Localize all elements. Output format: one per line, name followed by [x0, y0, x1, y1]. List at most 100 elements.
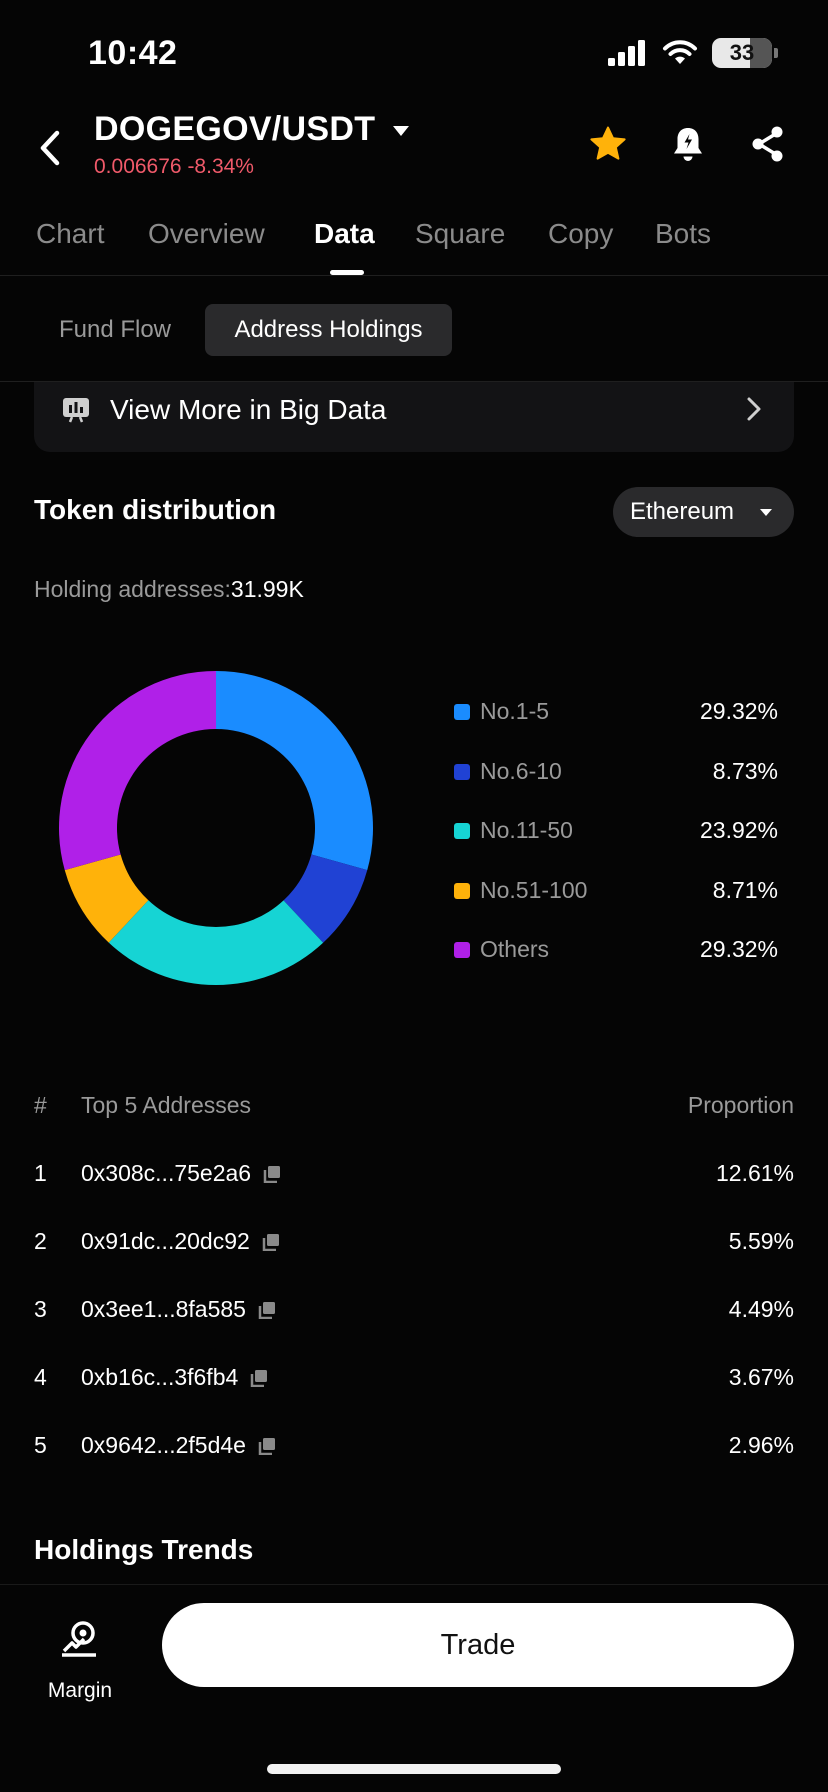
- table-row: 2 0x91dc...20dc92 5.59%: [34, 1228, 794, 1268]
- header-actions: [588, 124, 788, 164]
- price-alert-button[interactable]: [668, 124, 708, 164]
- copy-icon[interactable]: [258, 1437, 276, 1455]
- row-proportion: 2.96%: [728, 1432, 794, 1458]
- legend-item: No.51-100 8.71%: [454, 873, 778, 933]
- big-data-link[interactable]: View More in Big Data: [34, 382, 794, 452]
- tab-copy[interactable]: Copy: [548, 218, 614, 249]
- distribution-legend: No.1-5 29.32% No.6-10 8.73% No.11-50 23.92% No…: [454, 694, 778, 992]
- distribution-donut-chart: [58, 671, 373, 985]
- status-icons: 33: [608, 38, 778, 68]
- legend-swatch: [454, 942, 470, 958]
- price-row: 0.006676 -8.34%: [94, 155, 409, 179]
- col-address-header: Top 5 Addresses: [81, 1092, 252, 1118]
- row-proportion: 5.59%: [728, 1228, 794, 1254]
- legend-label: No.6-10: [480, 757, 562, 784]
- holding-addresses-value: 31.99K: [230, 576, 304, 602]
- caret-down-icon: [760, 509, 772, 516]
- battery-icon: 33: [712, 38, 778, 68]
- holding-addresses-label: Holding addresses:: [34, 576, 231, 602]
- chain-select[interactable]: Ethereum: [613, 487, 794, 537]
- row-rank: 3: [34, 1296, 47, 1322]
- row-rank: 1: [34, 1160, 47, 1186]
- tab-square[interactable]: Square: [415, 218, 506, 249]
- legend-swatch: [454, 882, 470, 899]
- data-board-icon: [63, 398, 89, 423]
- status-bar: 10:42 33: [0, 0, 828, 100]
- favorite-button[interactable]: [588, 124, 628, 164]
- row-address: 0x9642...2f5d4e: [81, 1432, 246, 1458]
- legend-value: 23.92%: [699, 817, 778, 843]
- chevron-left-icon: [40, 130, 60, 166]
- wifi-icon: [663, 40, 697, 64]
- addresses-table-header: # Top 5 Addresses Proportion: [34, 1092, 794, 1122]
- legend-value: 29.32%: [699, 936, 778, 962]
- table-row: 3 0x3ee1...8fa585 4.49%: [34, 1296, 794, 1336]
- share-icon: [752, 126, 783, 162]
- row-rank: 4: [34, 1364, 47, 1390]
- pair-selector[interactable]: DOGEGOV/USDT 0.006676 -8.34%: [94, 110, 410, 179]
- col-proportion-header: Proportion: [687, 1092, 794, 1118]
- row-proportion: 4.49%: [728, 1296, 794, 1322]
- row-address: 0x3ee1...8fa585: [81, 1296, 246, 1322]
- back-button[interactable]: [30, 126, 70, 170]
- copy-icon[interactable]: [258, 1301, 276, 1319]
- subtab-address-holdings[interactable]: Address Holdings: [205, 304, 452, 356]
- holdings-trends-title: Holdings Trends: [34, 1534, 254, 1565]
- trade-button[interactable]: Trade: [162, 1603, 794, 1687]
- row-rank: 2: [34, 1228, 47, 1254]
- row-proportion: 3.67%: [728, 1364, 794, 1390]
- header: DOGEGOV/USDT 0.006676 -8.34%: [0, 100, 828, 200]
- copy-icon[interactable]: [250, 1369, 268, 1387]
- copy-icon[interactable]: [262, 1233, 280, 1251]
- tab-chart[interactable]: Chart: [36, 218, 105, 249]
- legend-value: 29.32%: [699, 698, 778, 724]
- donut-slice-5: [58, 671, 217, 871]
- legend-item: No.1-5 29.32%: [454, 694, 778, 754]
- tab-bots[interactable]: Bots: [655, 218, 712, 249]
- table-row: 1 0x308c...75e2a6 12.61%: [34, 1160, 794, 1200]
- holding-addresses: Holding addresses:31.99K: [34, 576, 304, 603]
- legend-swatch: [454, 823, 470, 839]
- copy-icon[interactable]: [263, 1165, 281, 1183]
- legend-value: 8.73%: [712, 757, 778, 784]
- token-distribution-title: Token distribution: [34, 494, 277, 525]
- big-data-label: View More in Big Data: [110, 394, 387, 425]
- price-change: -8.34%: [187, 155, 254, 178]
- legend-label: No.11-50: [480, 817, 573, 843]
- donut-slice-3: [108, 900, 324, 985]
- legend-label: No.1-5: [480, 698, 550, 724]
- legend-item: No.6-10 8.73%: [454, 754, 778, 814]
- tab-overview[interactable]: Overview: [148, 218, 265, 249]
- share-button[interactable]: [748, 124, 788, 164]
- legend-swatch: [454, 763, 470, 780]
- sub-tabs: Fund Flow Address Holdings: [0, 276, 828, 382]
- main-tabs: Chart Overview Data Square Copy Bots: [0, 210, 828, 276]
- star-icon: [590, 126, 626, 160]
- legend-swatch: [454, 704, 470, 720]
- margin-button[interactable]: Margin: [34, 1605, 126, 1702]
- margin-label: Margin: [47, 1679, 113, 1702]
- tab-data[interactable]: Data: [314, 218, 375, 249]
- bottom-action-bar: Margin Trade: [0, 1584, 828, 1792]
- legend-label: Others: [480, 936, 550, 962]
- row-rank: 5: [34, 1432, 47, 1458]
- donut-slice-2: [283, 854, 368, 943]
- subtab-fund-flow[interactable]: Fund Flow: [58, 316, 172, 343]
- chain-select-value: Ethereum: [630, 498, 735, 525]
- chevron-right-icon: [747, 397, 761, 421]
- last-price: 0.006676: [94, 155, 182, 178]
- row-address: 0x308c...75e2a6: [81, 1160, 252, 1186]
- legend-item: No.11-50 23.92%: [454, 813, 778, 873]
- legend-value: 8.71%: [712, 876, 778, 903]
- row-proportion: 12.61%: [715, 1160, 794, 1186]
- home-indicator: [267, 1764, 561, 1774]
- donut-slice-4: [64, 854, 149, 943]
- status-time: 10:42: [88, 34, 178, 72]
- active-tab-indicator: [330, 270, 364, 275]
- table-row: 4 0xb16c...3f6fb4 3.67%: [34, 1364, 794, 1404]
- caret-down-icon: [393, 125, 410, 136]
- cellular-signal-icon: [608, 40, 645, 66]
- legend-label: No.51-100: [480, 876, 588, 903]
- pair-name: DOGEGOV/USDT: [94, 110, 376, 148]
- table-row: 5 0x9642...2f5d4e 2.96%: [34, 1432, 794, 1472]
